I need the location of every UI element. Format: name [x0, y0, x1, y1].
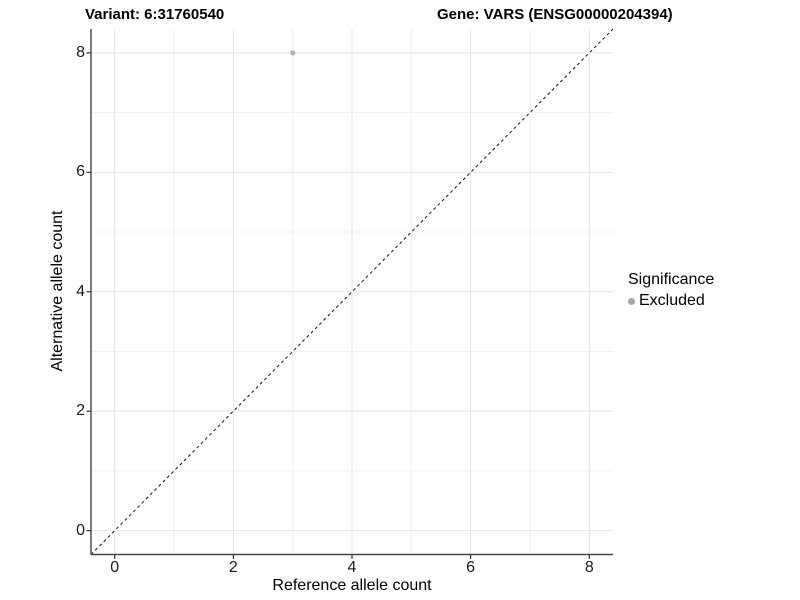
variant-title: Variant: 6:31760540	[85, 6, 225, 23]
x-tick-label-2: 2	[228, 559, 238, 576]
data-point	[290, 50, 296, 56]
y-tick-label-6: 6	[76, 163, 85, 181]
y-tick-label-4: 4	[76, 282, 85, 300]
legend-point-icon	[628, 297, 635, 305]
x-tick-label-0: 0	[110, 559, 120, 576]
gene-title: Gene: VARS (ENSG00000204394)	[437, 6, 673, 23]
y-tick-label-2: 2	[76, 402, 85, 420]
x-tick-label-8: 8	[584, 559, 594, 576]
x-tick-label-4: 4	[347, 559, 357, 576]
y-tick-label-0: 0	[76, 521, 85, 539]
legend-item-excluded: Excluded	[628, 292, 714, 310]
x-axis-title: Reference allele count	[272, 577, 432, 594]
legend: Significance Excluded	[628, 271, 714, 310]
x-tick-label-6: 6	[466, 559, 476, 576]
y-tick-label-8: 8	[76, 43, 85, 61]
legend-item-label: Excluded	[639, 292, 705, 309]
y-axis-title: Alternative allele count	[49, 210, 66, 372]
legend-title: Significance	[628, 271, 715, 288]
